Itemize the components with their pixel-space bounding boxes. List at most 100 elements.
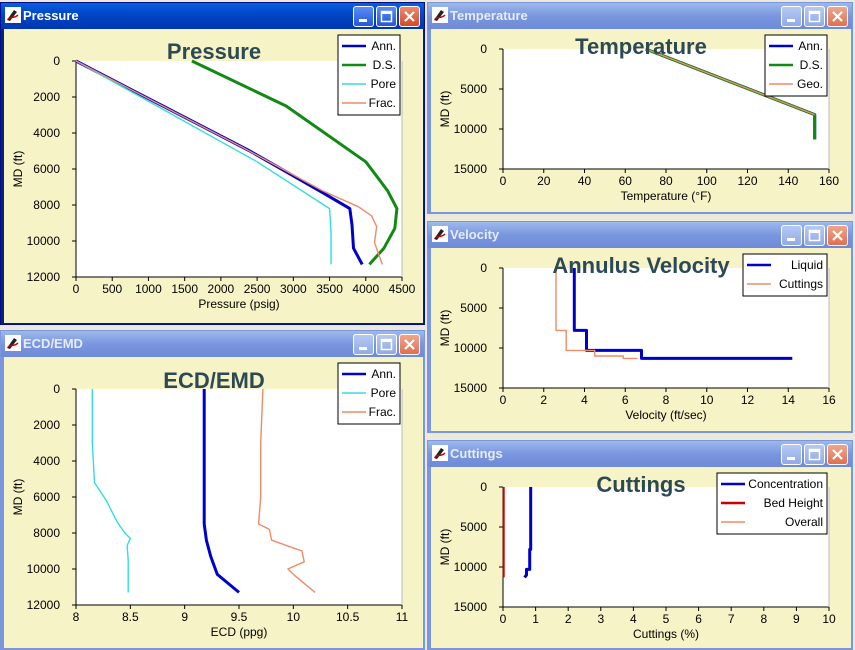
x-tick-label: 12 (741, 393, 755, 407)
close-button[interactable] (827, 225, 848, 246)
ecd-chart: 8 8.5 9 9.5 10 10.5 11 0 2000 4000 6000 8000 10000 12… (4, 357, 423, 648)
legend-label: Concentration (748, 477, 823, 491)
y-tick-label: 0 (53, 54, 60, 68)
x-axis-label: Velocity (ft/sec) (625, 408, 706, 422)
legend-label: Liquid (791, 258, 823, 272)
cuttings-window[interactable]: Cuttings 0 1 2 3 4 5 6 7 8 9 10 0 5000 10000 15000 Cutt… (427, 440, 853, 650)
maximize-button[interactable] (376, 6, 397, 27)
legend-label: Overall (785, 515, 823, 529)
x-tick-label: 8 (73, 610, 80, 624)
y-tick-label: 10000 (27, 234, 61, 248)
close-button[interactable] (399, 334, 420, 355)
chart-title: Pressure (167, 39, 261, 64)
x-tick-label: 40 (578, 174, 592, 188)
window-title: Temperature (450, 8, 528, 23)
chart-border-bottom (503, 169, 829, 212)
chart-border-right (829, 268, 851, 431)
temperature-window[interactable]: Temperature 0 20 40 60 80 100 120 140 160 0 5000 10… (427, 2, 853, 214)
series-line-geo (645, 48, 815, 116)
pressure-window[interactable]: Pressure 0 500 1000 1500 2000 2500 3000 3500 400… (0, 2, 425, 325)
minimize-button[interactable] (781, 6, 802, 27)
y-tick-label: 15000 (454, 600, 488, 614)
x-tick-label: 120 (737, 174, 757, 188)
chart-border-bottom (503, 388, 829, 431)
y-tick-label: 2000 (33, 418, 60, 432)
velocity-titlebar[interactable]: Velocity (428, 222, 852, 248)
y-tick-label: 0 (480, 261, 487, 275)
chart-border-right (829, 487, 851, 648)
x-tick-label: 0 (500, 174, 507, 188)
x-axis-label: Cuttings (%) (633, 627, 699, 641)
y-tick-label: 0 (480, 480, 487, 494)
close-button[interactable] (827, 444, 848, 465)
x-tick-label: 10 (287, 610, 301, 624)
y-tick-label: 12000 (27, 270, 61, 284)
y-axis-label: MD (ft) (11, 151, 25, 188)
y-tick-label: 12000 (27, 598, 61, 612)
close-button[interactable] (399, 6, 420, 27)
chart-title: Cuttings (596, 472, 685, 497)
legend-label: Geo. (797, 77, 823, 91)
minimize-button[interactable] (353, 6, 374, 27)
x-tick-label: 3500 (316, 282, 343, 296)
chart-title: Annulus Velocity (552, 253, 730, 278)
pressure-titlebar[interactable]: Pressure (1, 3, 424, 29)
ecd-titlebar[interactable]: ECD/EMD (1, 331, 424, 357)
minimize-button[interactable] (781, 225, 802, 246)
x-axis-label: Pressure (psig) (198, 297, 279, 311)
series-line-d-s (191, 59, 399, 266)
x-tick-label: 3000 (280, 282, 307, 296)
velocity-window[interactable]: Velocity 0 2 4 6 8 10 12 14 16 0 5000 10000 15000 Vel… (427, 221, 853, 433)
velocity-plot-area: 0 2 4 6 8 10 12 14 16 0 5000 10000 15000 Velocity (ft… (431, 248, 851, 431)
temperature-plot-area: 0 20 40 60 80 100 120 140 160 0 5000 10000 15000 Temp… (431, 29, 851, 212)
cuttings-titlebar[interactable]: Cuttings (428, 441, 852, 467)
temperature-titlebar[interactable]: Temperature (428, 3, 852, 29)
y-tick-label: 5000 (460, 301, 487, 315)
x-tick-label: 0 (500, 612, 507, 626)
x-tick-label: 9 (793, 612, 800, 626)
maximize-button[interactable] (376, 334, 397, 355)
x-tick-label: 1 (532, 612, 539, 626)
series-line-pore (75, 60, 332, 265)
ecd-window[interactable]: ECD/EMD 8 8.5 9 9.5 10 10.5 11 0 2000 4000 6000 800… (0, 330, 425, 650)
y-axis-label: MD (ft) (438, 529, 452, 566)
legend-label: Ann. (798, 39, 823, 53)
x-tick-label: 160 (819, 174, 839, 188)
y-tick-label: 0 (53, 382, 60, 396)
legend-label: D.S. (373, 58, 396, 72)
x-tick-label: 9.5 (231, 610, 248, 624)
minimize-button[interactable] (353, 334, 374, 355)
chart-border-bottom (503, 607, 829, 648)
plot-background (76, 389, 402, 605)
x-tick-label: 20 (537, 174, 551, 188)
maximize-button[interactable] (804, 444, 825, 465)
y-axis-label: MD (ft) (11, 479, 25, 516)
maximize-button[interactable] (804, 225, 825, 246)
series-line-concentration (523, 487, 533, 579)
x-tick-label: 8.5 (122, 610, 139, 624)
y-tick-label: 6000 (33, 162, 60, 176)
maximize-button[interactable] (804, 6, 825, 27)
minimize-button[interactable] (781, 444, 802, 465)
y-tick-label: 0 (480, 42, 487, 56)
x-tick-label: 2 (540, 393, 547, 407)
x-tick-label: 2 (565, 612, 572, 626)
x-tick-label: 6 (695, 612, 702, 626)
y-tick-label: 10000 (454, 122, 488, 136)
legend-label: Frac. (369, 405, 396, 419)
legend-label: Pore (371, 77, 397, 91)
x-tick-label: 1000 (135, 282, 162, 296)
series-line-pore (91, 389, 132, 593)
window-title: Pressure (23, 8, 79, 23)
legend-label: Pore (371, 386, 397, 400)
x-tick-label: 14 (782, 393, 796, 407)
legend-label: Ann. (371, 367, 396, 381)
x-tick-label: 0 (500, 393, 507, 407)
chart-border-right (402, 61, 423, 323)
y-tick-label: 5000 (460, 82, 487, 96)
y-tick-label: 8000 (33, 526, 60, 540)
y-axis-label: MD (ft) (438, 310, 452, 347)
y-tick-label: 4000 (33, 126, 60, 140)
close-button[interactable] (827, 6, 848, 27)
x-tick-label: 8 (663, 393, 670, 407)
